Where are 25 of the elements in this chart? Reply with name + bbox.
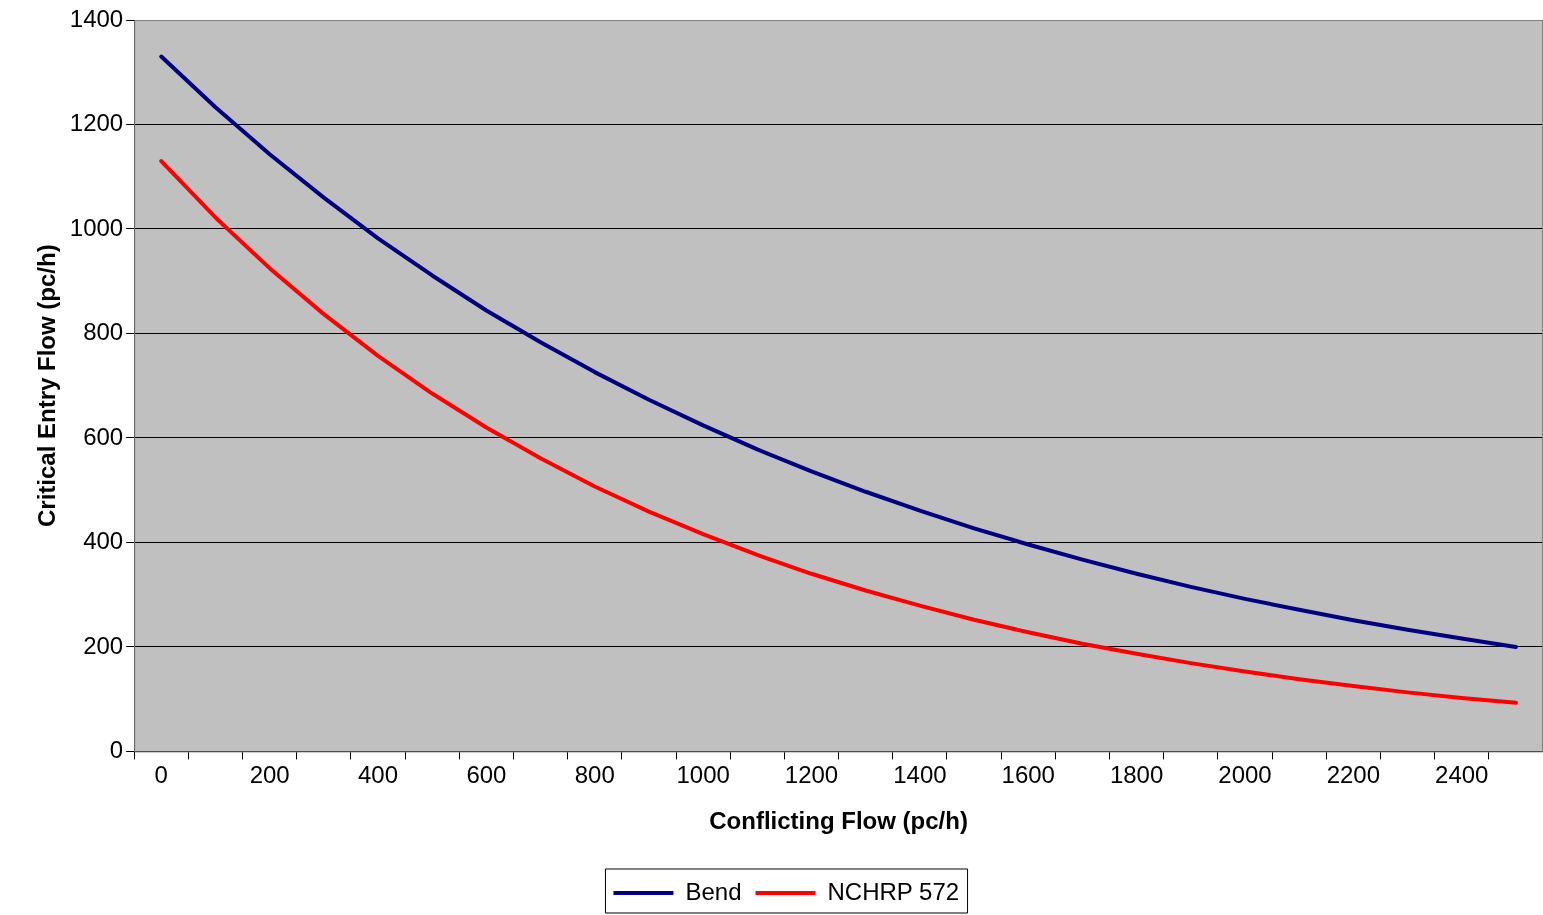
x-tick-label: 800 — [574, 761, 615, 789]
x-tick-label: 2200 — [1326, 761, 1381, 789]
x-tick-label: 1000 — [676, 761, 730, 789]
x-tick-label: 400 — [358, 761, 399, 789]
y-tick-label: 800 — [83, 318, 124, 346]
y-tick-label: 0 — [109, 736, 124, 764]
y-tick-label: 200 — [83, 631, 124, 659]
x-tick-label: 1400 — [893, 761, 947, 789]
x-tick-label: 2000 — [1218, 761, 1272, 789]
x-tick-label: 1600 — [1001, 761, 1055, 789]
x-tick-label: 2400 — [1435, 761, 1489, 789]
y-tick-label: 1200 — [69, 109, 124, 137]
y-tick-label: 400 — [83, 527, 124, 555]
y-tick-label: 1000 — [69, 213, 124, 241]
x-tick-label: 600 — [466, 761, 507, 789]
x-tick-label: 0 — [154, 761, 168, 789]
y-axis-title: Critical Entry Flow (pc/h) — [33, 244, 61, 528]
x-tick-label: 1200 — [784, 761, 839, 789]
x-tick-label: 200 — [249, 761, 290, 789]
legend-label: Bend — [685, 877, 742, 905]
legend-label: NCHRP 572 — [827, 877, 960, 905]
y-tick-label: 1400 — [69, 4, 124, 32]
x-tick-label: 1800 — [1109, 761, 1164, 789]
x-axis-title: Conflicting Flow (pc/h) — [709, 807, 968, 835]
y-tick-label: 600 — [83, 422, 124, 450]
